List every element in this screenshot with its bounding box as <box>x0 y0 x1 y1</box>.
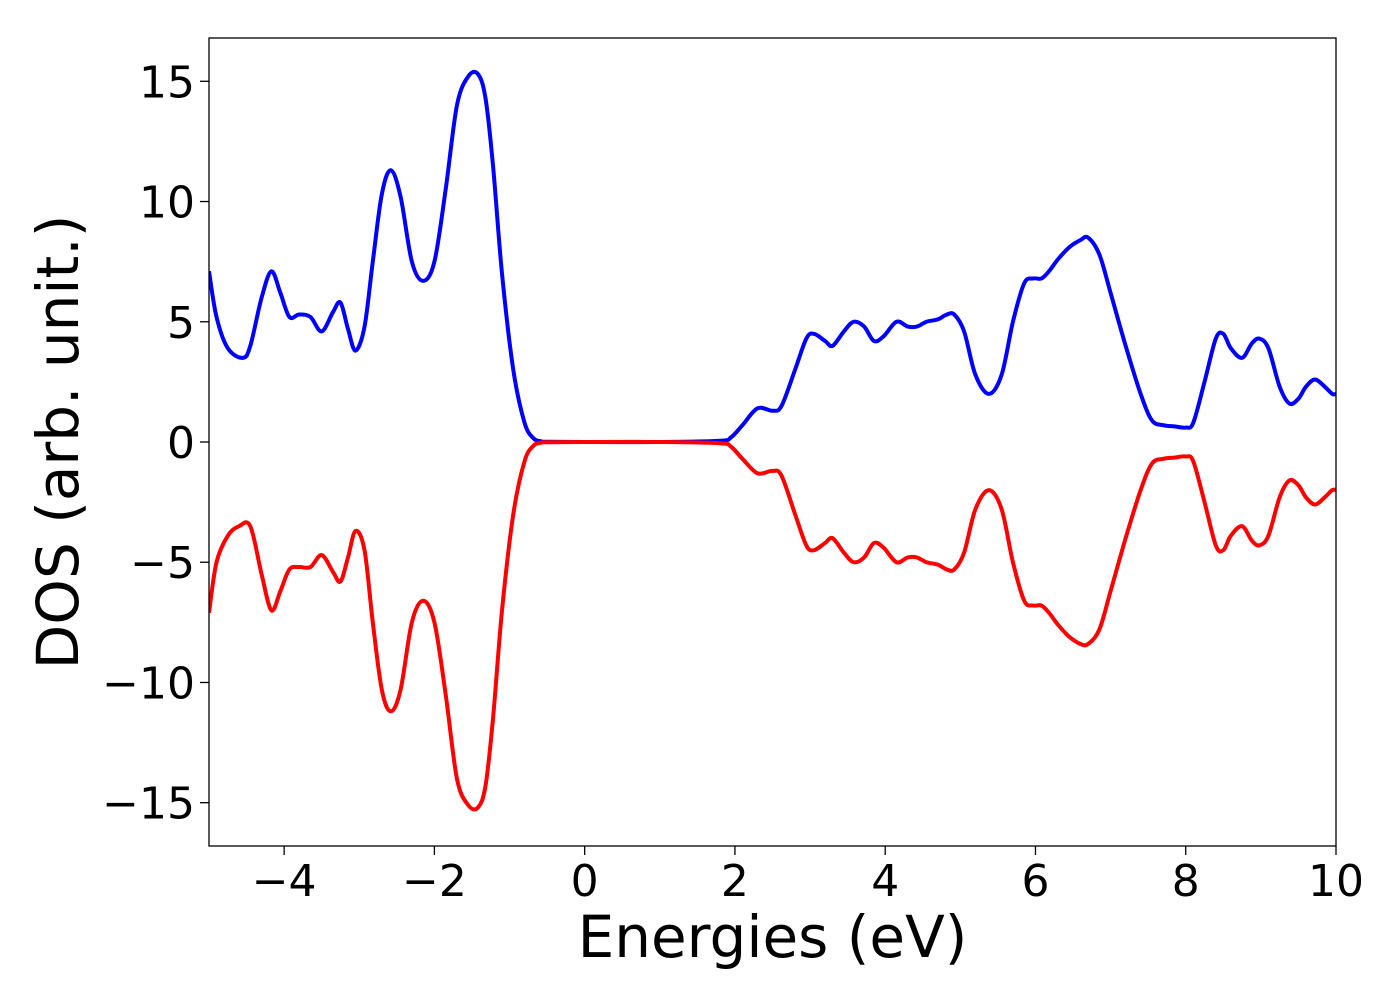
x-axis-label: Energies (eV) <box>578 903 968 971</box>
y-tick-label: 5 <box>167 298 195 349</box>
y-tick-label: 0 <box>167 418 195 469</box>
plot-area <box>209 69 1336 812</box>
x-tick-label: −4 <box>252 856 317 907</box>
x-tick-label: 10 <box>1308 856 1364 907</box>
y-tick-label: −15 <box>102 779 195 830</box>
series-line-spin-down <box>209 439 1336 812</box>
x-tick-label: 0 <box>571 856 599 907</box>
x-tick-label: 8 <box>1172 856 1200 907</box>
x-tick-label: −2 <box>402 856 467 907</box>
x-tick-label: 6 <box>1021 856 1049 907</box>
y-tick-label: −10 <box>102 658 195 709</box>
y-tick-label: 10 <box>139 178 195 229</box>
y-axis-label: DOS (arb. unit.) <box>24 215 92 670</box>
x-axis-ticks: −4 −2 0 2 4 6 8 10 <box>252 846 1364 907</box>
x-tick-label: 2 <box>721 856 749 907</box>
series-line-spin-up <box>209 69 1336 445</box>
axes-frame <box>208 37 1337 847</box>
x-tick-label: 4 <box>871 856 899 907</box>
y-axis-ticks: −15 −10 −5 0 5 10 15 <box>102 57 209 830</box>
y-tick-label: −5 <box>130 538 195 589</box>
y-tick-label: 15 <box>139 57 195 108</box>
